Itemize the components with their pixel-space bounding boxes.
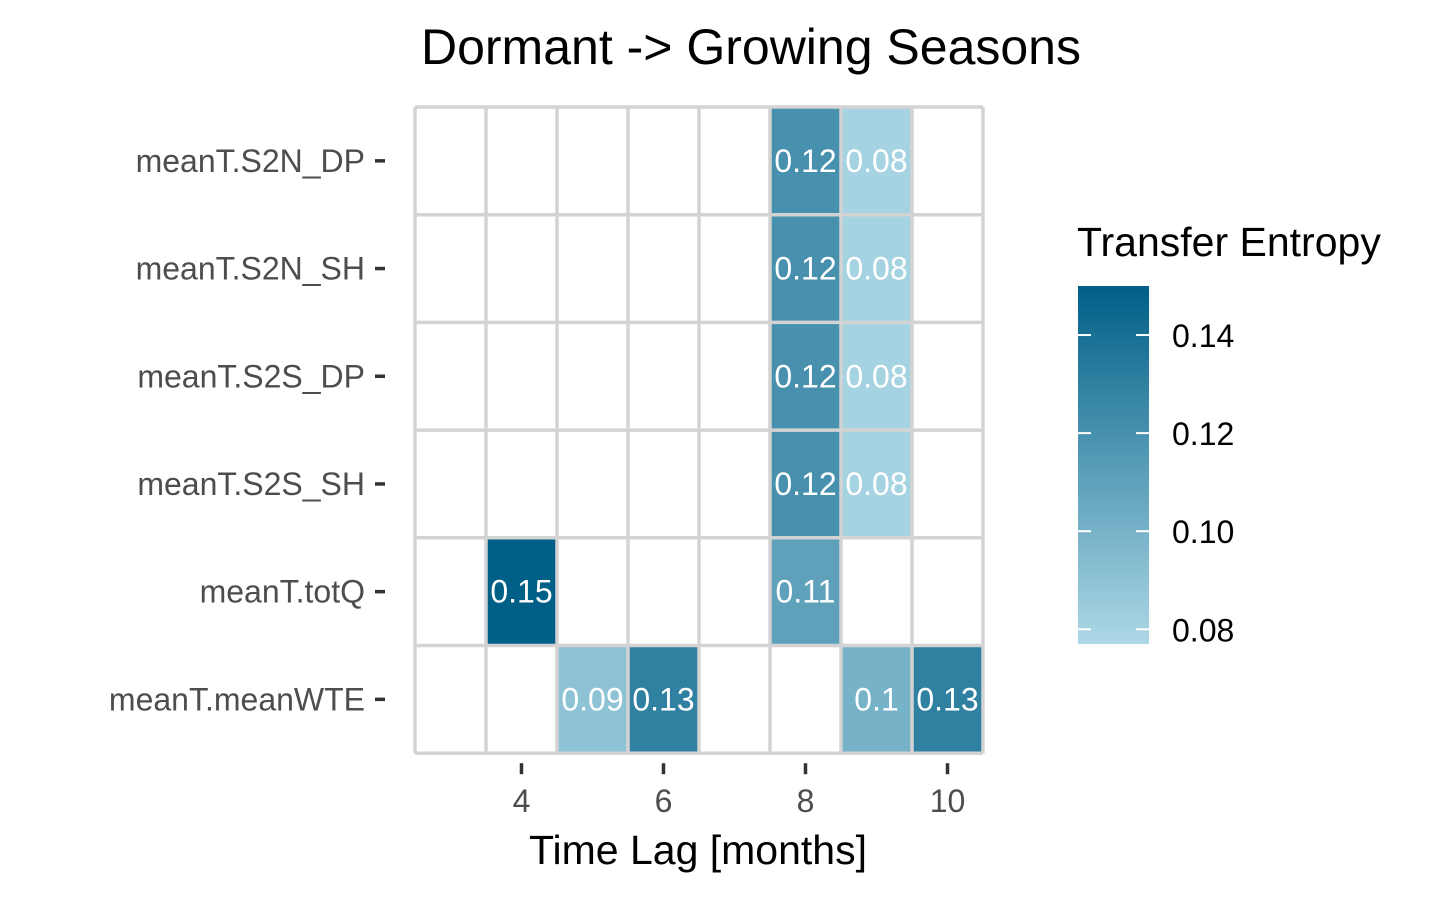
heatmap-cell	[841, 214, 912, 323]
cell-value-label: 0.12	[774, 358, 836, 394]
heatmap-cell	[841, 322, 912, 431]
y-axis: meanT.S2N_DP meanT.S2N_SH meanT.S2S_DPmean…	[109, 143, 385, 717]
heatmap-cell	[770, 430, 841, 538]
cell-value-label: 0.08	[845, 143, 907, 179]
legend-tick-label: 0.14	[1172, 318, 1234, 354]
x-axis: 4 6 8 10	[513, 763, 966, 819]
plot-panel: 0.12 0.080.12 0.080.12 0.080.12 0.080.15 0.11…	[413, 105, 985, 755]
legend-tick-label: 0.10	[1172, 514, 1234, 550]
heatmap-cell	[770, 322, 841, 431]
heatmap-cell	[912, 645, 983, 754]
x-tick-label: 4	[513, 783, 531, 819]
heatmap-cell	[486, 537, 557, 646]
cell-value-label: 0.08	[845, 466, 907, 502]
color-legend: Transfer Entropy 0.08 0.10 0.12 0.14	[1077, 219, 1381, 648]
x-tick-label: 6	[655, 783, 673, 819]
cell-value-label: 0.11	[776, 574, 836, 610]
x-axis-title: Time Lag [months]	[529, 827, 867, 873]
y-tick-label: meanT.meanWTE	[109, 681, 365, 717]
heatmap-cell	[557, 645, 628, 754]
x-tick-label: 10	[930, 783, 966, 819]
x-tick-label: 8	[797, 783, 815, 819]
y-tick-label: meanT.S2S_SH	[137, 466, 365, 502]
y-tick-label: meanT.S2N_DP	[136, 143, 365, 179]
legend-colorbar	[1078, 286, 1149, 644]
cell-value-label: 0.12	[774, 466, 836, 502]
chart-title: Dormant -> Growing Seasons	[421, 19, 1081, 75]
heatmap-cell	[770, 107, 841, 215]
heatmap-cell	[770, 537, 841, 646]
cell-value-label: 0.15	[490, 574, 552, 610]
y-tick-label: meanT.S2N_SH	[136, 251, 365, 287]
heatmap-cell	[628, 645, 699, 754]
cell-value-label: 0.08	[845, 251, 907, 287]
cell-value-label: 0.1	[854, 681, 898, 717]
legend-title: Transfer Entropy	[1077, 219, 1381, 265]
legend-tick-label: 0.08	[1172, 612, 1234, 648]
heatmap-cell	[841, 430, 912, 538]
heatmap-cell	[770, 214, 841, 323]
cell-value-label: 0.13	[632, 681, 694, 717]
y-tick-label: meanT.S2S_DP	[137, 358, 365, 394]
cell-value-label: 0.12	[774, 251, 836, 287]
cell-value-label: 0.08	[845, 358, 907, 394]
cell-value-label: 0.09	[561, 681, 623, 717]
cell-value-label: 0.13	[916, 681, 978, 717]
cell-value-label: 0.12	[774, 143, 836, 179]
heatmap-cell	[841, 107, 912, 215]
y-tick-label: meanT.totQ	[200, 574, 365, 610]
heatmap-cell	[841, 645, 912, 754]
legend-tick-label: 0.12	[1172, 416, 1234, 452]
